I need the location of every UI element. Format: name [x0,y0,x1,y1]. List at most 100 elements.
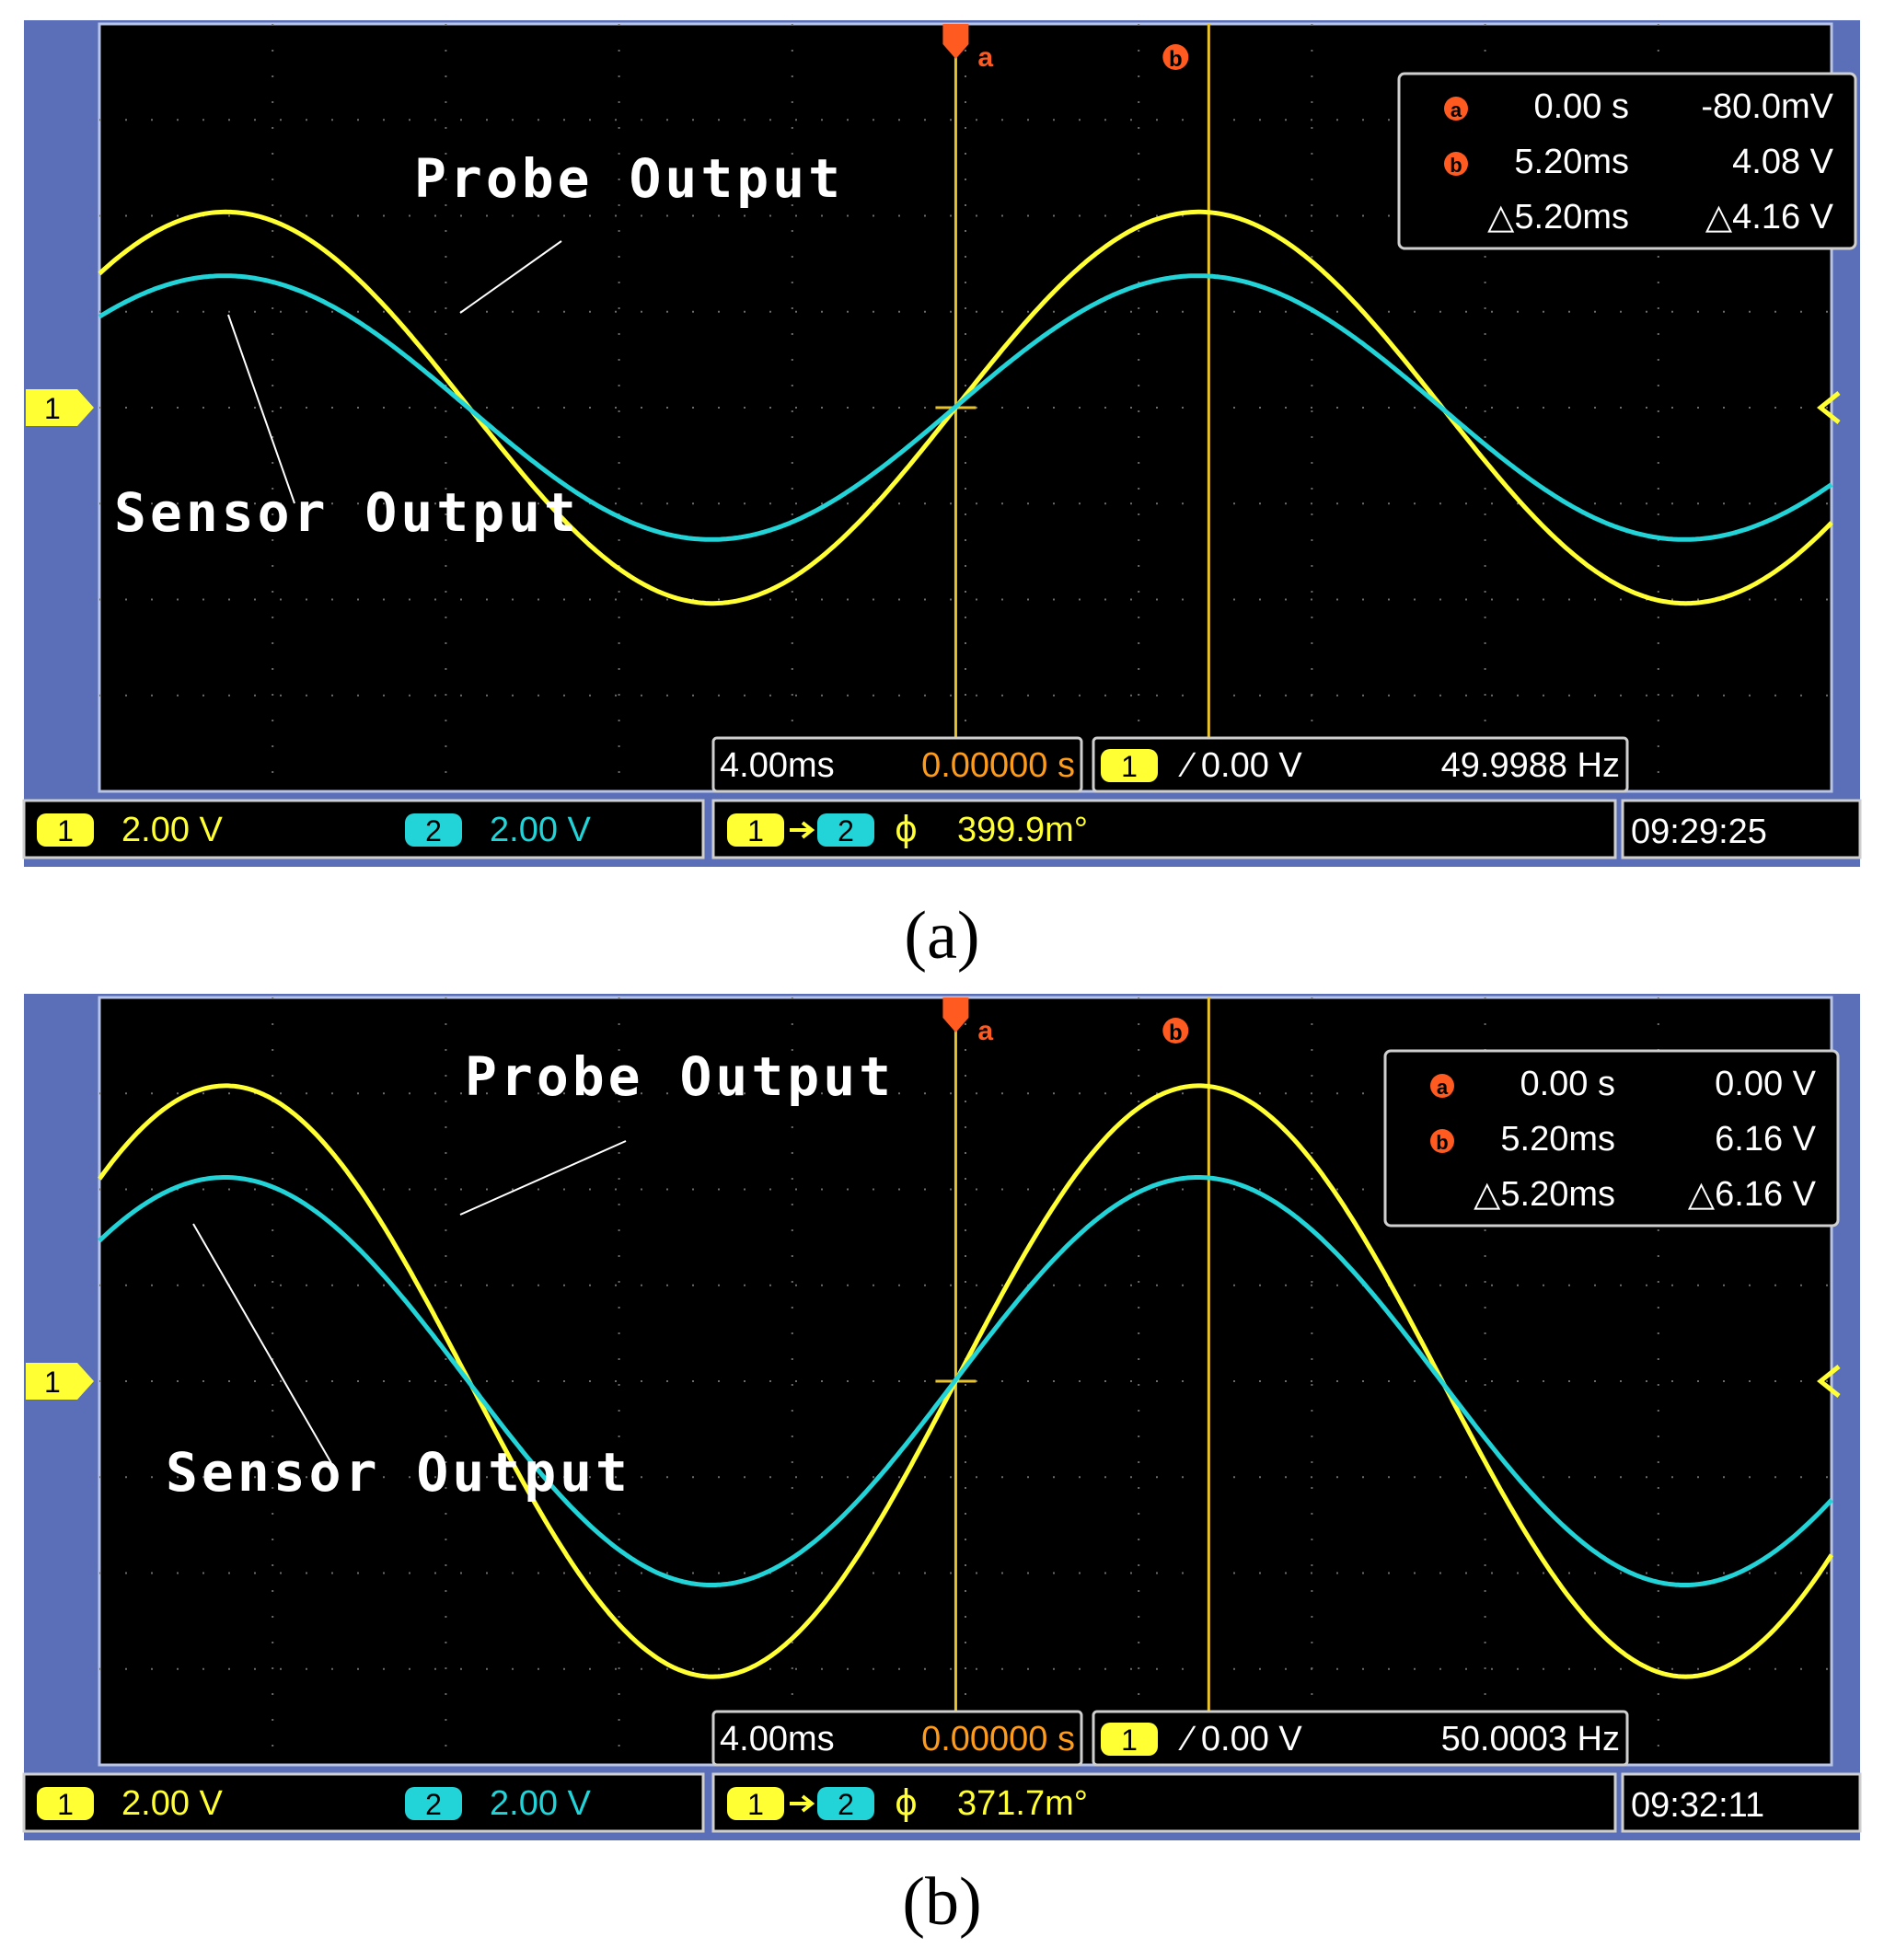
clock-time: 09:29:25 [1631,813,1767,851]
channel-2-id: 2 [425,1788,442,1821]
caption-a-text: (a) [904,898,980,974]
phase-value: 399.9m° [957,811,1088,849]
readout-value-2: △6.16 V [1688,1175,1817,1214]
trigger-level-icon [1816,1365,1841,1398]
cursor-readout-box [1383,1049,1840,1228]
sensor-label-leader [192,1223,332,1464]
trigger-channel: 1 [1121,1724,1138,1757]
channel-2-badge [405,813,462,847]
readout-value-0: 0.00 V [1715,1065,1817,1103]
sensor-output-label: Sensor Output [114,481,580,544]
clock-time: 09:32:11 [1631,1786,1764,1825]
cursor-b-marker-badge [1162,1018,1189,1043]
timebase-box [711,736,1083,793]
channel-2-scale: 2.00 V [490,811,592,849]
sensor-label-leader [227,314,295,504]
phase-from: 1 [747,1788,764,1821]
channel-1-id: 1 [57,1788,74,1821]
probe-label-leader [459,240,562,314]
readout-marker-b: b [1436,1131,1448,1154]
cursor-a-marker: a [977,1016,993,1046]
channel-2-badge [405,1787,462,1820]
readout-marker-badge [1444,97,1468,121]
readout-time-2: △5.20ms [1487,198,1629,236]
readout-marker-badge [1444,152,1468,176]
timebase-per-div: 4.00ms [720,1720,835,1758]
trigger-box [1092,736,1629,793]
caption-b: (b) [0,1863,1884,1942]
phase-from-badge [727,813,784,847]
channel-2-id: 2 [425,814,442,847]
oscilloscope-screen-a: a b Probe Output Sensor Output 1 a 0.00 s -80.0… [22,20,1862,867]
sensor-output-trace [98,273,1833,542]
phase-to: 2 [838,814,854,847]
phase-arrow-icon [790,1794,815,1813]
readout-marker-a: a [1451,98,1462,121]
readout-value-1: 4.08 V [1732,143,1834,181]
cursor-a-marker: a [977,42,993,73]
ground-marker-label: 1 [44,392,61,425]
timebase-box [711,1710,1083,1767]
phase-to-badge [817,813,874,847]
probe-label-leader [459,1140,627,1216]
probe-output-trace [98,209,1833,606]
sensor-output-trace [98,1175,1833,1587]
phase-to-badge [817,1787,874,1820]
scope-panel-a: a b Probe Output Sensor Output 1 a 0.00 s -80.0… [0,20,1884,867]
channel-1-ground-marker-icon [26,389,94,426]
readout-value-2: △4.16 V [1705,198,1834,236]
cursor-b-marker-badge [1162,44,1189,70]
probe-output-label: Probe Output [465,1045,895,1108]
trigger-position-icon [942,24,969,59]
channel-1-scale: 2.00 V [121,811,224,849]
phase-from-badge [727,1787,784,1820]
phase-to: 2 [838,1788,854,1821]
readout-time-0: 0.00 s [1520,1065,1615,1103]
readout-marker-badge [1430,1129,1454,1153]
ground-marker-label: 1 [44,1366,61,1399]
readout-time-1: 5.20ms [1514,143,1629,181]
cursor-b-marker: b [1169,47,1183,72]
trigger-position-icon [942,997,969,1032]
probe-output-label: Probe Output [414,147,844,210]
trigger-frequency: 50.0003 Hz [1441,1720,1620,1758]
readout-time-0: 0.00 s [1533,87,1629,126]
phase-arrow-icon [790,821,815,839]
channel-1-badge [37,1787,94,1820]
timebase-per-div: 4.00ms [720,746,835,785]
channel-2-scale: 2.00 V [490,1784,592,1823]
readout-marker-badge [1430,1074,1454,1098]
channel-scales-box [22,1772,705,1833]
readout-value-0: -80.0mV [1701,87,1833,126]
readout-time-2: △5.20ms [1474,1175,1615,1214]
phase-from: 1 [747,814,764,847]
timebase-position: 0.00000 s [921,746,1075,785]
trigger-channel-badge [1101,1723,1158,1756]
phase-symbol: ϕ [895,1782,918,1823]
channel-1-scale: 2.00 V [121,1784,224,1823]
timebase-position: 0.00000 s [921,1720,1075,1758]
trigger-frequency: 49.9988 Hz [1441,746,1620,785]
cursor-b-marker: b [1169,1020,1183,1045]
caption-a: (a) [0,897,1884,975]
trigger-channel: 1 [1121,750,1138,783]
readout-time-1: 5.20ms [1500,1120,1615,1159]
phase-value: 371.7m° [957,1784,1088,1823]
trigger-slope-level: ⁄ 0.00 V [1178,746,1302,785]
trigger-channel-badge [1101,749,1158,782]
readout-marker-b: b [1450,154,1462,177]
readout-marker-a: a [1437,1076,1449,1099]
readout-value-1: 6.16 V [1715,1120,1817,1159]
channel-1-ground-marker-icon [26,1363,94,1400]
caption-b-text: (b) [902,1864,982,1940]
trigger-box [1092,1710,1629,1767]
trigger-level-icon [1816,391,1841,424]
trigger-slope-level: ⁄ 0.00 V [1178,1720,1302,1758]
channel-scales-box [22,799,705,859]
channel-1-badge [37,813,94,847]
oscilloscope-screen-b: a b Probe Output Sensor Output 1 a 0.00 s 0.00 … [22,994,1862,1840]
probe-output-trace [97,1083,1834,1679]
phase-symbol: ϕ [895,809,918,849]
channel-1-id: 1 [57,814,74,847]
clock-box [1621,799,1862,859]
